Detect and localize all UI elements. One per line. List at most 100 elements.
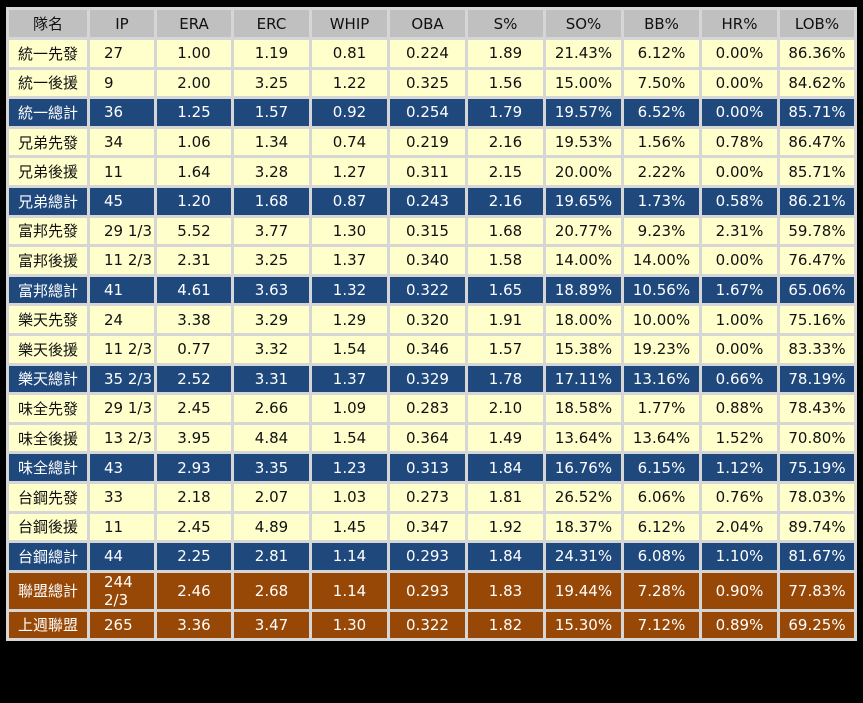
stat-cell: 1.27 xyxy=(309,155,390,188)
stat-cell: 1.00 xyxy=(154,37,234,70)
stat-cell: 86.36% xyxy=(777,37,857,70)
stat-cell: 1.79 xyxy=(465,96,546,129)
stat-cell: 1.03 xyxy=(309,480,390,514)
stat-cell: 1.77% xyxy=(621,392,702,425)
stat-cell: 15.30% xyxy=(543,608,624,642)
stat-cell: 75.19% xyxy=(777,451,857,484)
stat-cell: 1.29 xyxy=(309,303,390,336)
team-name-cell: 統一先發 xyxy=(6,37,90,70)
stat-cell: 7.50% xyxy=(621,66,702,100)
stat-cell: 35 2/3 xyxy=(87,362,157,396)
table-row-relief: 統一後援 9 2.00 3.25 1.22 0.325 1.56 15.00% 7.50% 0.0… xyxy=(6,66,857,100)
column-header: SO% xyxy=(543,7,624,40)
stat-cell: 2.66 xyxy=(231,392,312,425)
stat-cell: 85.71% xyxy=(777,155,857,188)
stat-cell: 2.93 xyxy=(154,451,234,484)
stat-cell: 78.03% xyxy=(777,480,857,514)
stat-cell: 13.64% xyxy=(621,421,702,455)
stat-cell: 16.76% xyxy=(543,451,624,484)
stat-cell: 1.57 xyxy=(231,96,312,129)
stat-cell: 45 xyxy=(87,184,157,218)
stat-cell: 34 xyxy=(87,125,157,159)
stat-cell: 3.63 xyxy=(231,273,312,307)
stat-cell: 2.18 xyxy=(154,480,234,514)
team-name-cell: 台鋼先發 xyxy=(6,480,90,514)
table-row-starter: 富邦先發 29 1/3 5.52 3.77 1.30 0.315 1.68 20.77% 9.2… xyxy=(6,214,857,248)
stat-cell: 83.33% xyxy=(777,332,857,366)
table-row-relief: 兄弟後援 11 1.64 3.28 1.27 0.311 2.15 20.00% 2.22% 0.… xyxy=(6,155,857,188)
stat-cell: 265 xyxy=(87,608,157,642)
stat-cell: 1.67% xyxy=(699,273,780,307)
stat-cell: 27 xyxy=(87,37,157,70)
table-row-team: 味全總計 43 2.93 3.35 1.23 0.313 1.84 16.76% 6.15% 1.… xyxy=(6,451,857,484)
column-header: BB% xyxy=(621,7,702,40)
stat-cell: 1.37 xyxy=(309,362,390,396)
stat-cell: 0.340 xyxy=(387,244,468,277)
stat-cell: 15.38% xyxy=(543,332,624,366)
table-row-team: 台鋼總計 44 2.25 2.81 1.14 0.293 1.84 24.31% 6.08% 1.… xyxy=(6,540,857,573)
stat-cell: 29 1/3 xyxy=(87,214,157,248)
stat-cell: 1.09 xyxy=(309,392,390,425)
stat-cell: 3.31 xyxy=(231,362,312,396)
stat-cell: 0.00% xyxy=(699,332,780,366)
stat-cell: 1.83 xyxy=(465,569,546,612)
stat-cell: 0.311 xyxy=(387,155,468,188)
stat-cell: 2.45 xyxy=(154,510,234,544)
stat-cell: 3.28 xyxy=(231,155,312,188)
stat-cell: 1.73% xyxy=(621,184,702,218)
stat-cell: 6.15% xyxy=(621,451,702,484)
stat-cell: 3.35 xyxy=(231,451,312,484)
stat-cell: 4.61 xyxy=(154,273,234,307)
stat-cell: 2.81 xyxy=(231,540,312,573)
stat-cell: 19.57% xyxy=(543,96,624,129)
stat-cell: 0.322 xyxy=(387,608,468,642)
stat-cell: 1.34 xyxy=(231,125,312,159)
table-row-relief: 台鋼後援 11 2.45 4.89 1.45 0.347 1.92 18.37% 6.12% 2.… xyxy=(6,510,857,544)
stat-cell: 78.43% xyxy=(777,392,857,425)
stat-cell: 1.84 xyxy=(465,540,546,573)
stat-cell: 0.313 xyxy=(387,451,468,484)
table-row-league: 上週聯盟 265 3.36 3.47 1.30 0.322 1.82 15.30% 7.12% 0… xyxy=(6,608,857,642)
stat-cell: 1.56 xyxy=(465,66,546,100)
stat-cell: 1.30 xyxy=(309,608,390,642)
stat-cell: 0.00% xyxy=(699,96,780,129)
stat-cell: 81.67% xyxy=(777,540,857,573)
column-header: 隊名 xyxy=(6,7,90,40)
stat-cell: 1.19 xyxy=(231,37,312,70)
stat-cell: 1.49 xyxy=(465,421,546,455)
stat-cell: 29 1/3 xyxy=(87,392,157,425)
stat-cell: 69.25% xyxy=(777,608,857,642)
table-row-starter: 台鋼先發 33 2.18 2.07 1.03 0.273 1.81 26.52% 6.06% 0.… xyxy=(6,480,857,514)
table-row-league: 聯盟總計 244 2/3 2.46 2.68 1.14 0.293 1.83 19.44% 7.… xyxy=(6,569,857,612)
column-header: OBA xyxy=(387,7,468,40)
table-row-starter: 統一先發 27 1.00 1.19 0.81 0.224 1.89 21.43% 6.12% 0.… xyxy=(6,37,857,70)
stat-cell: 0.89% xyxy=(699,608,780,642)
stat-cell: 1.20 xyxy=(154,184,234,218)
stat-cell: 1.37 xyxy=(309,244,390,277)
stat-cell: 65.06% xyxy=(777,273,857,307)
stat-cell: 4.89 xyxy=(231,510,312,544)
stat-cell: 0.243 xyxy=(387,184,468,218)
stat-cell: 1.92 xyxy=(465,510,546,544)
stat-cell: 0.346 xyxy=(387,332,468,366)
team-name-cell: 富邦先發 xyxy=(6,214,90,248)
stat-cell: 11 xyxy=(87,510,157,544)
stat-cell: 2.45 xyxy=(154,392,234,425)
stat-cell: 10.56% xyxy=(621,273,702,307)
stat-cell: 3.25 xyxy=(231,66,312,100)
stat-cell: 0.293 xyxy=(387,569,468,612)
stat-cell: 18.37% xyxy=(543,510,624,544)
stat-cell: 3.38 xyxy=(154,303,234,336)
table-row-team: 兄弟總計 45 1.20 1.68 0.87 0.243 2.16 19.65% 1.73% 0.… xyxy=(6,184,857,218)
stat-cell: 1.14 xyxy=(309,569,390,612)
stat-cell: 0.74 xyxy=(309,125,390,159)
stat-cell: 3.29 xyxy=(231,303,312,336)
stat-cell: 3.77 xyxy=(231,214,312,248)
stat-cell: 0.77 xyxy=(154,332,234,366)
stat-cell: 2.22% xyxy=(621,155,702,188)
stat-cell: 0.329 xyxy=(387,362,468,396)
stat-cell: 43 xyxy=(87,451,157,484)
stat-cell: 0.66% xyxy=(699,362,780,396)
stat-cell: 10.00% xyxy=(621,303,702,336)
stat-cell: 1.84 xyxy=(465,451,546,484)
